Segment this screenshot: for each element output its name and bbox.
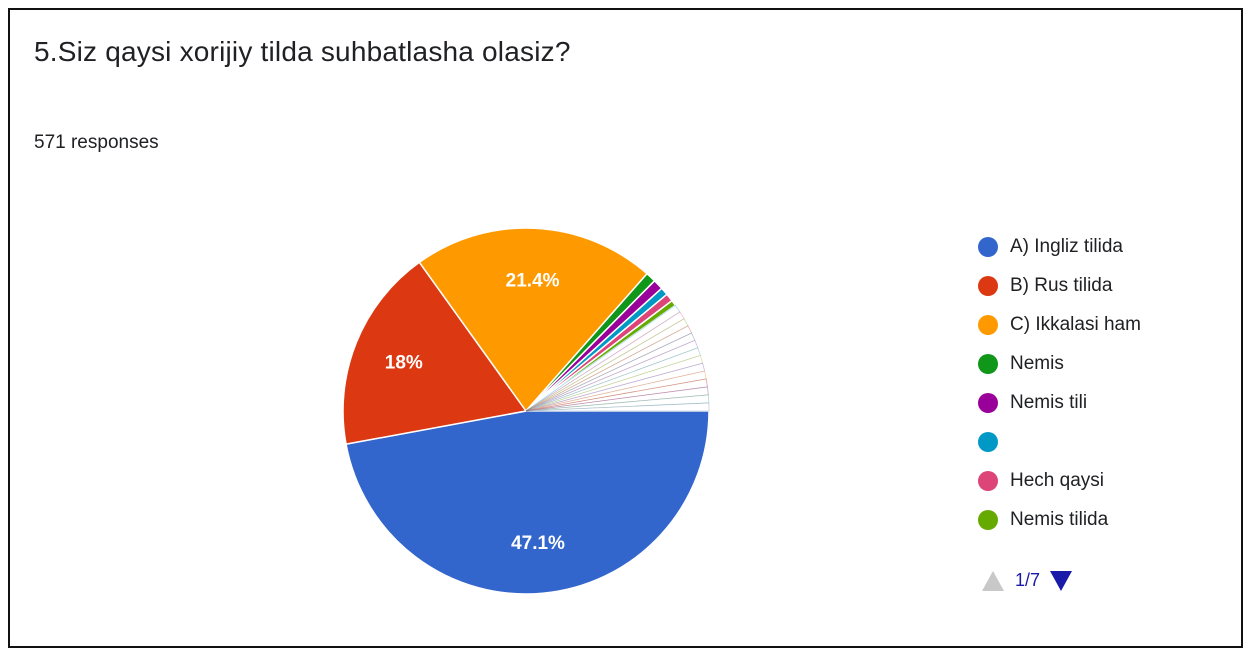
legend-swatch [978,314,998,335]
legend-item: Nemis [978,344,1218,383]
pie-slice-minor [525,304,681,412]
legend-swatch [978,236,998,257]
legend-item: C) Ikkalasi ham [978,305,1218,344]
response-count: 571 responses [34,132,159,153]
legend-swatch [978,275,998,296]
legend-item [978,422,1218,461]
legend-label: Nemis tili [1010,391,1088,413]
legend-item: B) Rus tilida [978,266,1218,305]
pie-slice-minor [525,355,704,412]
pie-slice-minor [525,325,693,412]
pie-slice-minor [525,370,707,412]
minor-slices [525,304,710,412]
pie-chart: 47.1% 18% 21.4% [342,227,710,595]
slice-percent-label: 18% [385,353,423,374]
legend-swatch [978,470,998,491]
pie-slice [418,227,649,413]
pie-slice-minor [525,394,710,412]
pie-slice-minor [525,386,709,412]
legend-swatch [978,353,998,374]
legend-label: C) Ikkalasi ham [1010,313,1141,335]
previous-page-icon [982,570,1004,591]
next-page-icon[interactable] [1050,570,1073,591]
legend-label: Nemis tilida [1010,508,1109,530]
legend-page-indicator: 1/7 [1015,570,1041,590]
legend-item: A) Ingliz tilida [978,227,1218,266]
legend-swatch [978,392,998,413]
legend-item: Hech qaysi [978,461,1218,500]
question-title: 5.Siz qaysi xorijiy tilda suhbatlasha ol… [34,36,571,67]
pie-slice-minor [525,347,701,412]
pie-slice-minor [525,402,710,412]
pie-slice-minor [525,311,685,412]
legend-swatch [978,509,998,530]
legend-item: Nemis tilida [978,500,1218,539]
legend-label: Hech qaysi [1010,469,1104,491]
pie-slice-minor [525,362,706,412]
pie-slice [342,261,528,446]
pie-slice-minor [525,332,696,412]
slice-percent-label: 47.1% [511,533,565,554]
pie-slice [345,410,710,595]
legend-label: Nemis [1010,352,1064,374]
legend-swatch [978,431,998,452]
pie-slice-minor [525,318,689,412]
pie-slice-minor [525,378,708,412]
pie-slice-minor [525,339,699,412]
legend-pager: 1/7 [982,570,1073,591]
legend-label: A) Ingliz tilida [1010,235,1123,257]
legend-label: B) Rus tilida [1010,274,1113,296]
legend: A) Ingliz tilida B) Rus tilida C) Ikkala… [978,227,1218,539]
slice-percent-label: 21.4% [506,270,560,291]
pie-slice [525,299,677,412]
legend-item: Nemis tili [978,383,1218,422]
